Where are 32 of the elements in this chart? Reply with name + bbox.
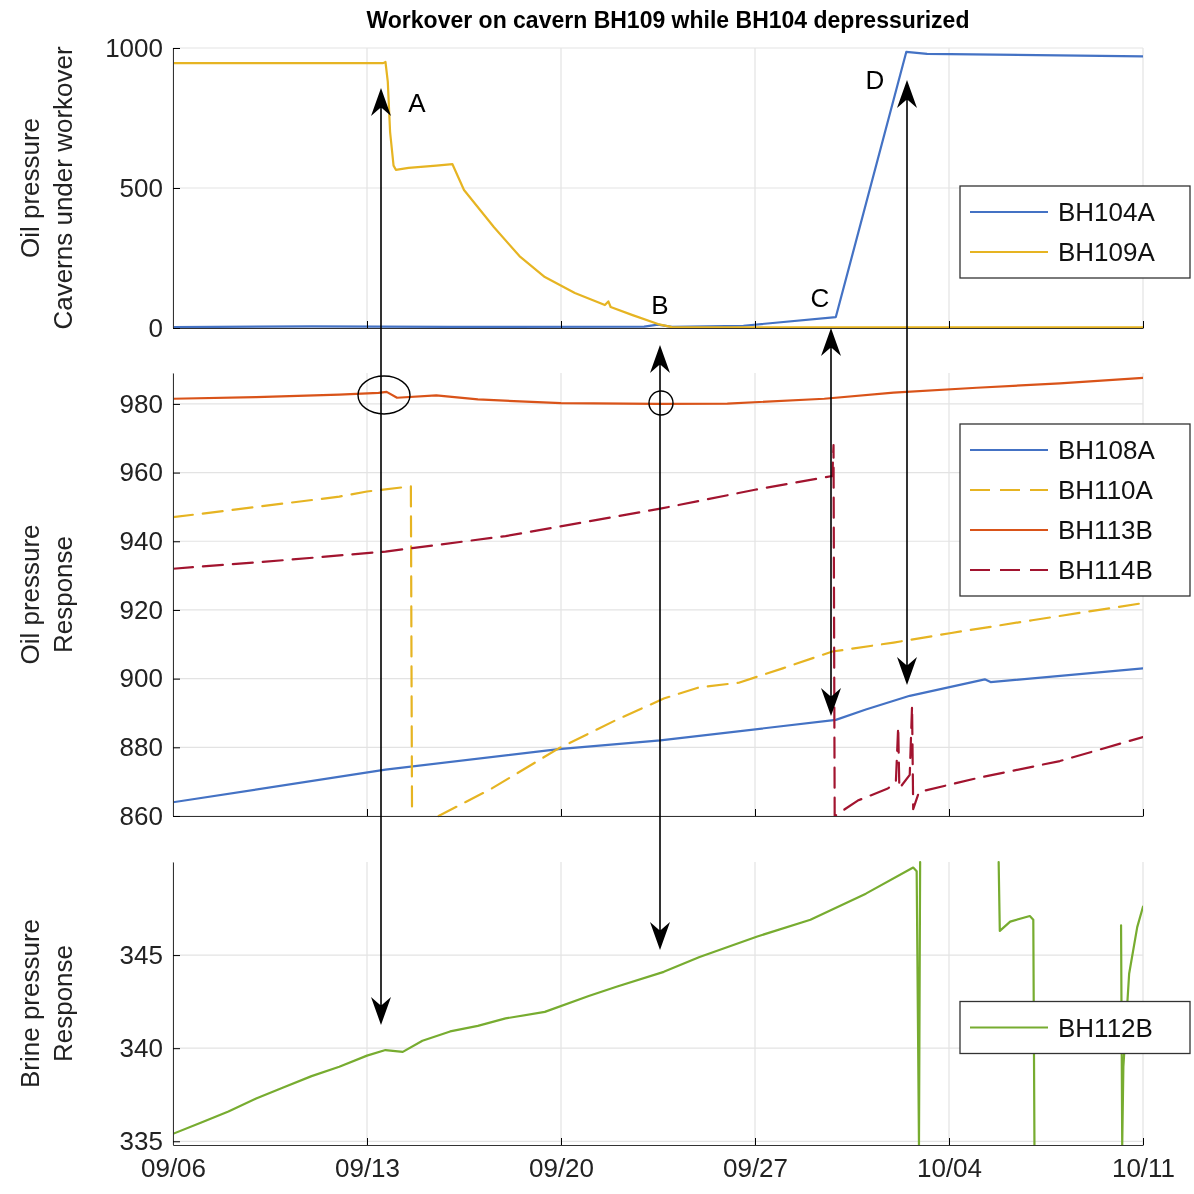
y-tick-label: 500 [119,172,163,203]
annotation: B [651,290,669,320]
y-tick-label: 0 [148,312,163,343]
y-tick-label: 1000 [105,32,163,63]
annotation: A [408,88,427,118]
x-tick-label: 09/27 [722,1153,789,1184]
y-tick-label: 900 [119,663,163,694]
legend-label: BH109A [1058,237,1156,267]
chart-title: Workover on cavern BH109 while BH104 depressurized [366,7,970,33]
x-tick-label: 10/04 [916,1153,983,1184]
legend-label: BH113B [1058,515,1153,545]
y-axis-title: Oil pressure Response [15,524,78,665]
x-tick-label: 10/11 [1111,1153,1176,1184]
y-tick-label: 980 [119,388,163,419]
legend-label: BH114B [1058,555,1153,585]
y-tick-label: 920 [119,594,163,625]
y-tick-label: 345 [119,939,163,970]
legend-label: BH112B [1058,1012,1153,1043]
annotation: D [865,65,885,95]
y-axis-title: Oil pressure Caverns under workover [15,46,78,330]
y-tick-label: 940 [119,526,163,557]
y-tick-label: 860 [119,800,163,831]
legend-label: BH110A [1058,475,1154,505]
x-tick-label: 09/20 [528,1153,595,1184]
y-axis-title: Brine pressure Response [15,918,78,1089]
y-tick-label: 340 [119,1033,163,1063]
legend-label: BH104A [1058,197,1156,227]
y-tick-label: 960 [119,457,163,488]
legend-label: BH108A [1058,435,1156,465]
annotation: C [810,283,830,313]
x-tick-label: 09/13 [334,1153,401,1184]
y-tick-label: 880 [119,732,163,763]
